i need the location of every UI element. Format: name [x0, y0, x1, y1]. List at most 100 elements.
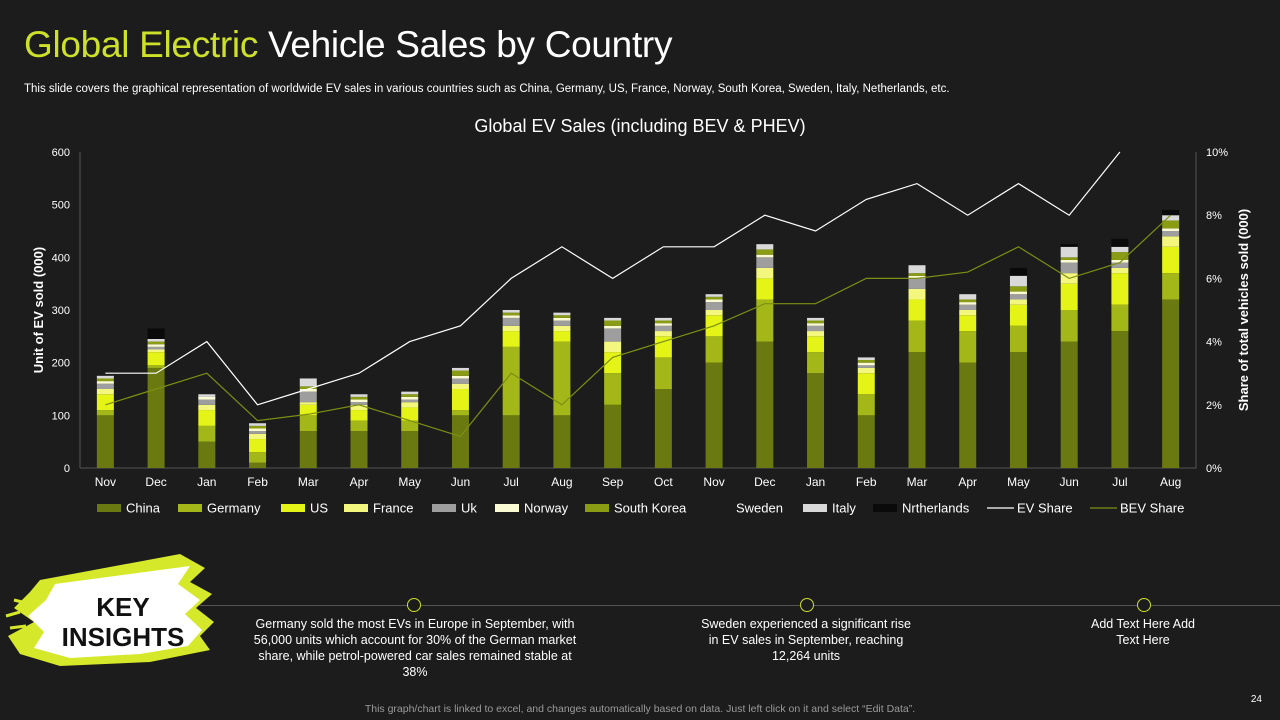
insight-dot-2 — [800, 598, 814, 612]
bar-segment — [959, 299, 977, 303]
bar-segment — [401, 394, 419, 397]
y-tick-label: 300 — [52, 305, 70, 317]
bar-segment — [401, 399, 419, 403]
key-heading-line1: KEY — [96, 592, 150, 622]
bar-segment — [401, 402, 419, 408]
bar-segment — [705, 362, 723, 468]
bar-segment — [451, 389, 469, 411]
bar-segment — [654, 336, 672, 358]
y2-tick-labels: 0% 2% 4% 6% 8% 10% — [1206, 147, 1228, 475]
legend-swatch — [873, 504, 897, 512]
insight-dot-3 — [1137, 598, 1151, 612]
bar-segment — [959, 362, 977, 468]
bar-segment — [807, 323, 825, 326]
legend-label: France — [373, 501, 413, 516]
legend-swatch — [281, 504, 305, 512]
bar-segment — [198, 441, 216, 468]
legend-label: US — [310, 501, 328, 516]
bar-segment — [147, 341, 165, 345]
legend-swatch — [495, 504, 519, 512]
bar-segment — [705, 294, 723, 297]
bar-segment — [756, 244, 774, 250]
bar-segment — [807, 336, 825, 353]
x-tick-label: Feb — [856, 475, 877, 489]
bar-segment — [705, 310, 723, 316]
y2-tick-label: 4% — [1206, 337, 1222, 349]
bar-segment — [604, 341, 622, 353]
x-tick-label: Feb — [247, 475, 268, 489]
bar-segment — [908, 265, 926, 274]
bar-segment — [654, 317, 672, 321]
bar-segment — [198, 399, 216, 405]
bar-segment — [1111, 259, 1129, 263]
y-axis-label: Unit of EV sold (000) — [31, 247, 46, 373]
bar-segment — [1111, 262, 1129, 268]
legend-swatch — [432, 504, 456, 512]
share-lines — [105, 151, 1172, 438]
bar-segment — [299, 415, 317, 432]
bar-segment — [807, 331, 825, 337]
bar-segment — [756, 267, 774, 279]
bar-segment — [350, 431, 368, 468]
bar-segment — [1009, 299, 1027, 305]
bar-segment — [299, 402, 317, 405]
x-tick-label: Jan — [806, 475, 825, 489]
chart-legend: China Germany US France Uk Norway South Korea S… — [97, 501, 1184, 516]
bar-segment — [249, 428, 267, 432]
bar-segment — [908, 352, 926, 468]
y-tick-label: 100 — [52, 410, 70, 422]
bar-segment — [857, 367, 875, 374]
bar-segment — [604, 320, 622, 326]
bar-segment — [1111, 246, 1129, 253]
bar-segment — [299, 386, 317, 389]
bar-segment — [1162, 246, 1180, 274]
bar-segment — [1162, 209, 1180, 216]
key-heading-line2: INSIGHTS — [61, 622, 185, 652]
bar-segment — [502, 317, 520, 326]
legend-label: China — [126, 501, 161, 516]
bar-segment — [502, 310, 520, 313]
x-tick-label: Aug — [551, 475, 572, 489]
bar-segment — [908, 273, 926, 276]
bar-segment — [553, 415, 571, 468]
bar-segment — [756, 341, 774, 468]
bar-segment — [249, 425, 267, 429]
x-tick-label: May — [398, 475, 421, 489]
y-tick-label: 500 — [52, 200, 70, 212]
bar-segment — [350, 404, 368, 411]
bar-segment — [1162, 231, 1180, 237]
bar-segment — [198, 394, 216, 397]
bar-segment — [451, 370, 469, 376]
legend-label: Norway — [524, 501, 569, 516]
bar-segment — [1060, 262, 1078, 274]
bar-segment — [857, 373, 875, 395]
legend-swatch — [585, 504, 609, 512]
bar-segment — [553, 317, 571, 321]
bar-segment — [451, 375, 469, 379]
bar-segment — [1111, 273, 1129, 305]
bar-segment — [147, 349, 165, 353]
bar-segment — [96, 415, 114, 468]
bar-segment — [502, 346, 520, 416]
bar-segment — [502, 315, 520, 318]
key-insights-badge — [5, 554, 214, 666]
bar-segment — [147, 352, 165, 366]
bar-segment — [1162, 299, 1180, 468]
bar-segment — [959, 304, 977, 310]
bar-segment — [350, 399, 368, 403]
bar-segment — [908, 288, 926, 300]
bar-segment — [1060, 341, 1078, 468]
bar-segment — [401, 431, 419, 468]
x-tick-label: Oct — [654, 475, 673, 489]
insight-text-1: Germany sold the most EVs in Europe in S… — [253, 617, 577, 679]
insight-dot-1 — [407, 598, 421, 612]
bar-segment — [198, 410, 216, 426]
x-tick-label: Mar — [298, 475, 319, 489]
series-line — [105, 151, 1121, 406]
bar-segment — [198, 404, 216, 411]
bar-segment — [451, 367, 469, 371]
bar-segment — [1009, 267, 1027, 276]
bar-segment — [1111, 238, 1129, 247]
x-tick-label: Jul — [504, 475, 519, 489]
bar-segment — [299, 431, 317, 468]
